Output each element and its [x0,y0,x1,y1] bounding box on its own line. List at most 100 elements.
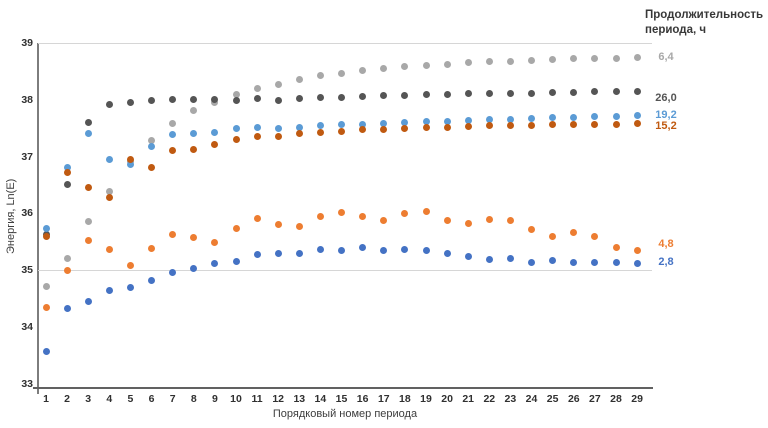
data-point [570,113,578,121]
data-point [380,65,388,73]
data-point [211,128,219,136]
data-point [528,115,535,122]
data-point [63,266,71,274]
y-tick-label: 34 [21,320,33,333]
x-tick-label: 7 [169,393,176,405]
data-point [506,121,514,129]
data-point [359,67,367,75]
x-axis-title: Порядковый номер периода [272,408,418,420]
data-point [105,287,113,295]
data-point [549,88,557,96]
data-point [549,114,557,122]
data-point [485,116,493,124]
x-tick-label: 2 [64,393,71,405]
data-point [401,209,409,217]
x-tick-label: 11 [251,393,263,405]
data-point [274,124,282,132]
gridline [38,270,652,272]
data-point [401,124,409,132]
x-tick-label: 9 [211,393,218,405]
data-point [612,88,620,96]
data-point [528,89,535,97]
x-tick-label: 26 [567,393,580,405]
data-point [570,229,578,237]
data-point [401,119,409,126]
data-point [232,224,240,232]
legend-title-line1: Продолжительность [645,9,764,21]
data-point [443,117,451,125]
data-point [528,121,535,129]
data-point [42,348,50,356]
data-point [485,58,493,66]
data-point [190,145,198,153]
data-point [549,257,557,264]
data-point [232,257,240,265]
legend-series-label: 4,8 [658,238,674,251]
x-tick-label: 25 [546,393,559,405]
data-point [570,88,578,96]
legend-title: Продолжительность периода, ч [645,8,767,38]
data-point [464,117,472,125]
x-tick-label: 27 [589,393,601,405]
data-point [570,121,578,129]
data-point [443,250,451,258]
x-tick-label: 18 [399,393,411,405]
data-point [464,90,472,97]
y-tick-label: 33 [21,377,33,390]
data-point [169,130,177,138]
data-point [253,250,261,258]
x-tick-label: 20 [441,393,453,405]
data-point [338,127,345,135]
data-point [612,112,620,120]
data-point [338,247,345,255]
data-point [359,126,367,134]
x-tick-label: 17 [377,393,390,405]
data-point [232,135,240,143]
data-point [274,132,282,140]
data-point [338,70,345,78]
data-point [528,259,535,267]
data-point [211,260,219,268]
x-tick-label: 4 [106,393,113,405]
y-tick-label: 38 [21,93,33,106]
data-point [190,107,198,115]
data-point [506,115,514,123]
data-point [274,97,282,105]
data-point [380,91,388,99]
x-tick-label: 16 [356,393,369,405]
data-point [253,215,261,222]
data-point [295,95,303,103]
data-point [338,208,345,216]
data-point [401,91,409,99]
data-point [506,89,514,97]
data-point [126,98,134,106]
data-point [549,232,557,240]
data-point [464,219,472,227]
data-point [105,100,113,108]
x-tick-label: 21 [462,393,475,405]
data-point [633,87,641,95]
data-point [274,80,282,88]
data-point [591,120,599,128]
data-point [316,128,324,136]
legend-series-label: 15,2 [655,120,677,132]
data-point [549,121,557,129]
data-point [169,96,177,104]
data-point [42,224,50,232]
data-point [126,262,134,270]
data-point [401,63,409,71]
data-point [63,163,71,171]
y-axis-line [37,43,39,394]
data-point [612,243,620,251]
x-tick-label: 23 [504,393,517,405]
data-point [380,120,388,128]
data-point [422,61,430,69]
data-point [612,54,620,62]
data-point [528,56,535,64]
data-point [549,56,557,63]
data-point [485,90,493,97]
data-point [169,147,177,155]
x-tick-label: 6 [148,393,155,405]
data-point [105,188,113,196]
